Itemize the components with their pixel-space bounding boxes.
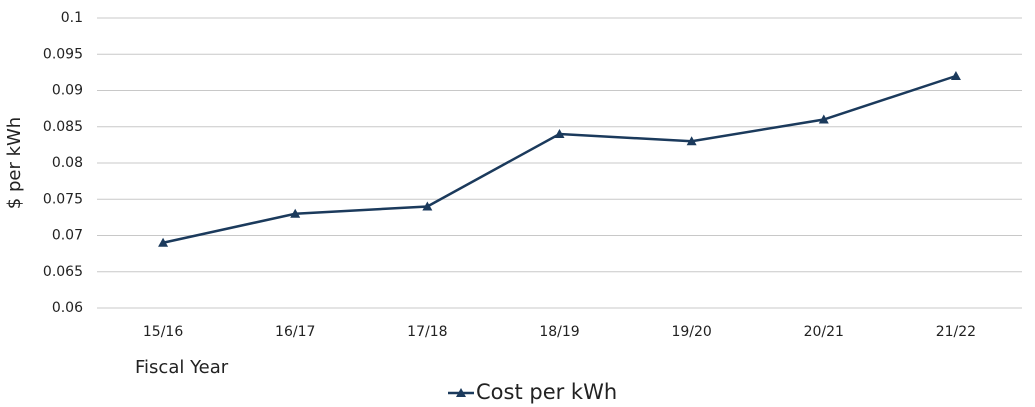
- x-tick-label: 15/16: [143, 324, 183, 340]
- y-tick-label: 0.08: [52, 155, 83, 171]
- y-tick-label: 0.09: [52, 83, 83, 99]
- data-marker: [686, 136, 697, 146]
- y-axis-label: $ per kWh: [4, 117, 25, 209]
- y-tick-label: 0.085: [43, 119, 83, 135]
- x-tick-label: 20/21: [804, 324, 844, 340]
- legend-label: Cost per kWh: [476, 380, 617, 404]
- y-tick-label: 0.075: [43, 191, 83, 207]
- x-tick-label: 19/20: [671, 324, 711, 340]
- y-tick-label: 0.065: [43, 264, 83, 280]
- y-tick-label: 0.1: [61, 10, 83, 26]
- y-tick-label: 0.095: [43, 46, 83, 62]
- x-tick-label: 18/19: [539, 324, 579, 340]
- y-tick-label: 0.06: [52, 300, 83, 316]
- y-tick-label: 0.07: [52, 228, 83, 244]
- data-line: [162, 74, 957, 244]
- x-tick-label: 16/17: [275, 324, 315, 340]
- data-marker: [158, 237, 169, 247]
- data-marker: [290, 208, 301, 218]
- data-marker: [950, 71, 961, 80]
- x-tick-label: 17/18: [407, 324, 447, 340]
- data-marker: [422, 201, 433, 211]
- x-tick-label: 21/22: [936, 324, 976, 340]
- x-axis-label: Fiscal Year: [135, 357, 229, 378]
- legend-marker: [456, 388, 466, 397]
- data-marker: [818, 114, 829, 124]
- data-marker: [554, 129, 565, 138]
